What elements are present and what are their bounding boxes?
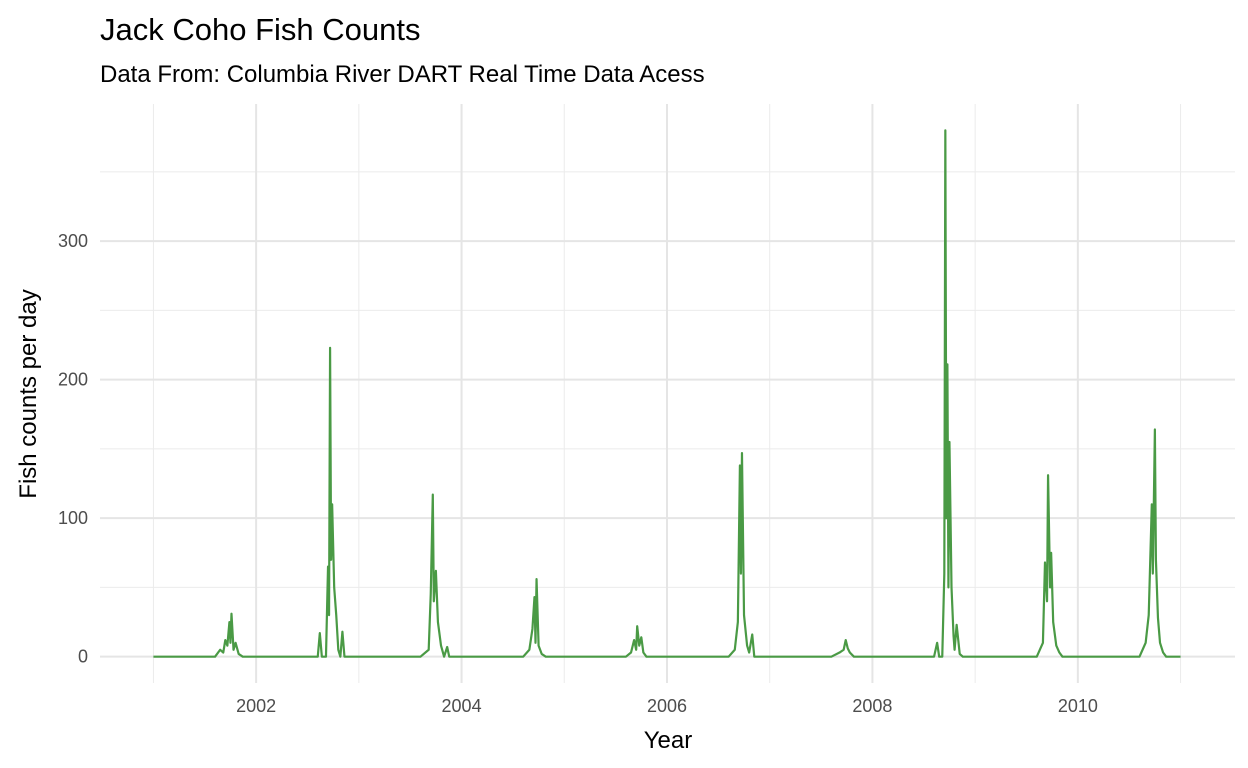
data-line bbox=[153, 129, 1181, 658]
plot bbox=[153, 129, 1181, 658]
y-tick-label: 100 bbox=[58, 508, 88, 528]
chart-title: Jack Coho Fish Counts bbox=[100, 12, 420, 47]
x-tick-label: 2006 bbox=[647, 696, 687, 716]
chart-subtitle: Data From: Columbia River DART Real Time… bbox=[100, 61, 705, 88]
grid bbox=[100, 104, 1235, 683]
x-tick-label: 2004 bbox=[442, 696, 482, 716]
y-axis-label: Fish counts per day bbox=[15, 289, 42, 498]
y-tick-label: 300 bbox=[58, 231, 88, 251]
y-tick-label: 200 bbox=[58, 370, 88, 390]
x-tick-label: 2008 bbox=[852, 696, 892, 716]
y-tick-label: 0 bbox=[78, 647, 88, 667]
x-tick-label: 2002 bbox=[236, 696, 276, 716]
x-axis-label: Year bbox=[644, 727, 693, 754]
x-tick-label: 2010 bbox=[1058, 696, 1098, 716]
